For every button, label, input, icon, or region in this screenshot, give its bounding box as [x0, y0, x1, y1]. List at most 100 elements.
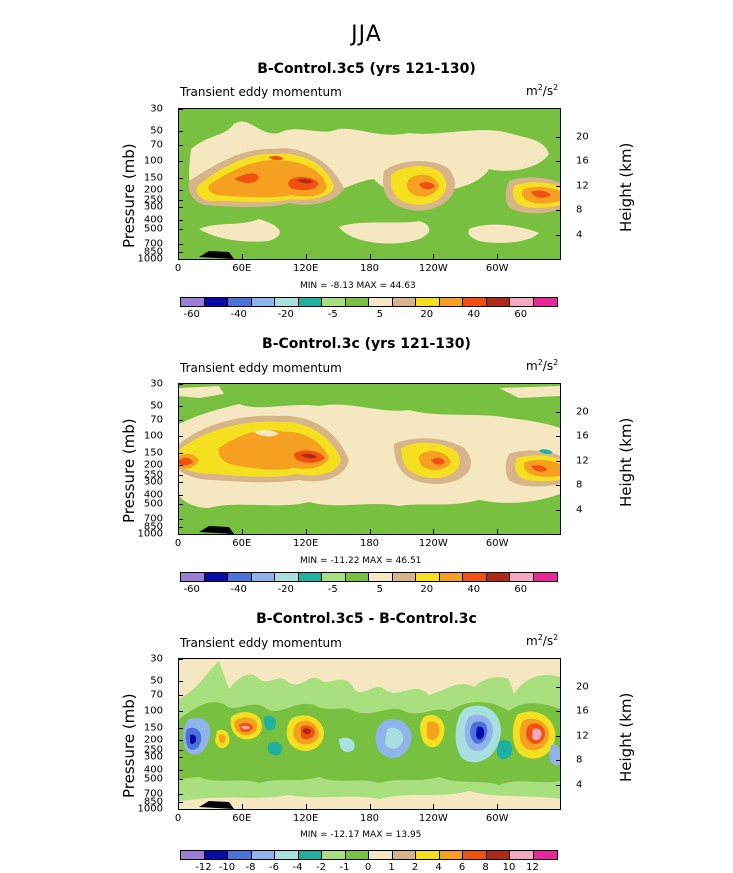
pressure-tick-label: 70 [150, 414, 163, 426]
colorbar-label: 2 [411, 862, 419, 873]
height-tick-label: 20 [576, 131, 589, 143]
panel-2-subtitle: Transient eddy momentum [180, 361, 342, 375]
longitude-tick-label: 0 [174, 538, 182, 549]
colorbar-swatch [369, 298, 393, 306]
longitude-tick-label: 120E [292, 538, 319, 549]
colorbar-label: -60 [183, 584, 200, 595]
p3-pos-240-inner [427, 721, 440, 741]
colorbar-label: 40 [467, 309, 481, 320]
colorbar-swatch [345, 573, 369, 581]
height-tick-label: 16 [576, 705, 589, 717]
colorbar-swatch [369, 851, 393, 859]
pressure-tick-label: 850 [143, 246, 163, 258]
p1-lower-patch-2 [339, 221, 430, 244]
pressure-tick-mark [178, 160, 183, 162]
p3-neg-300-core [476, 726, 485, 740]
colorbar-swatch [463, 573, 487, 581]
p3-neg-210-inner [385, 727, 404, 749]
colorbar-swatch [439, 573, 463, 581]
pressure-tick-label: 300 [143, 201, 163, 213]
colorbar-label: 5 [376, 309, 383, 320]
colorbar-label: -10 [218, 862, 236, 873]
longitude-tick-mark [497, 804, 499, 809]
pressure-tick-label: 1000 [137, 803, 163, 815]
pressure-tick-label: 400 [143, 764, 163, 776]
panel-1-units: m2/s2 [526, 83, 559, 98]
pressure-tick-label: 200 [143, 459, 163, 471]
longitude-tick-mark [241, 804, 243, 809]
panel-1-colorbar [180, 297, 558, 307]
pressure-tick-mark [178, 809, 183, 810]
pressure-tick-mark [178, 518, 183, 520]
pressure-tick-mark [178, 802, 183, 804]
pressure-tick-label: 30 [150, 103, 163, 115]
pressure-tick-label: 30 [150, 653, 163, 665]
colorbar-label: 20 [420, 584, 434, 595]
colorbar-swatch [510, 851, 534, 859]
pressure-tick-label: 700 [143, 238, 163, 250]
colorbar-swatch [416, 298, 440, 306]
pressure-tick-mark [178, 252, 183, 254]
colorbar-swatch [463, 298, 487, 306]
colorbar-swatch [298, 298, 322, 306]
longitude-tick-label: 60E [232, 538, 252, 549]
colorbar-swatch [298, 573, 322, 581]
colorbar-swatch [204, 298, 228, 306]
pressure-tick-label: 70 [150, 139, 163, 151]
pressure-tick-mark [178, 793, 183, 795]
pressure-tick-label: 50 [150, 125, 163, 137]
colorbar-label: -20 [277, 309, 294, 320]
colorbar-label: -40 [230, 584, 247, 595]
height-tick-mark [556, 460, 561, 462]
colorbar-swatch [439, 851, 463, 859]
pressure-tick-label: 30 [150, 378, 163, 390]
panel-2-colorbar [180, 572, 558, 582]
longitude-tick-mark [178, 254, 179, 259]
panel-2-units: m2/s2 [526, 358, 559, 373]
colorbar-swatch [251, 298, 275, 306]
panel-3-units: m2/s2 [526, 633, 559, 648]
height-axis-title: Height (km) [617, 692, 635, 782]
pressure-tick-label: 100 [143, 430, 163, 441]
p1-upper-core [269, 155, 284, 161]
p3-pos-60e-core [241, 725, 250, 730]
colorbar-swatch [228, 298, 252, 306]
height-tick-mark [556, 185, 561, 187]
p1-lower-patch-1 [199, 219, 280, 242]
pressure-tick-label: 850 [143, 796, 163, 808]
colorbar-swatch [251, 851, 275, 859]
colorbar-swatch [416, 573, 440, 581]
pressure-tick-label: 700 [143, 788, 163, 800]
longitude-tick-mark [369, 804, 371, 809]
pressure-tick-mark [178, 534, 183, 535]
pressure-tick-mark [178, 435, 183, 437]
pressure-tick-mark [178, 384, 183, 385]
height-tick-mark [556, 161, 561, 163]
p3-pos-345-core [532, 728, 542, 740]
colorbar-swatch [510, 573, 534, 581]
longitude-tick-mark [178, 804, 179, 809]
longitude-tick-mark [241, 254, 243, 259]
pressure-tick-mark [178, 659, 183, 660]
pressure-tick-mark [178, 465, 183, 467]
panel-2-title: B-Control.3c (yrs 121-130) [262, 336, 471, 352]
colorbar-swatch [533, 298, 557, 306]
pressure-tick-mark [178, 474, 183, 476]
height-tick-mark [556, 485, 561, 487]
colorbar-swatch [181, 573, 205, 581]
p2-topography [199, 526, 234, 534]
p3-pos-30e-core [219, 734, 226, 744]
height-tick-label: 16 [576, 155, 589, 167]
panel-2-contour-plot [178, 383, 561, 535]
pressure-tick-label: 500 [143, 773, 163, 785]
colorbar-swatch [463, 851, 487, 859]
colorbar-label: -20 [277, 584, 294, 595]
p3-topography [199, 801, 234, 809]
panel-1-contour-plot [178, 108, 561, 260]
colorbar-swatch [392, 851, 416, 859]
height-tick-label: 20 [576, 681, 589, 693]
height-tick-mark [556, 784, 561, 786]
longitude-tick-label: 60W [485, 538, 509, 549]
p3-neg-320 [496, 739, 513, 760]
height-tick-mark [556, 509, 561, 511]
